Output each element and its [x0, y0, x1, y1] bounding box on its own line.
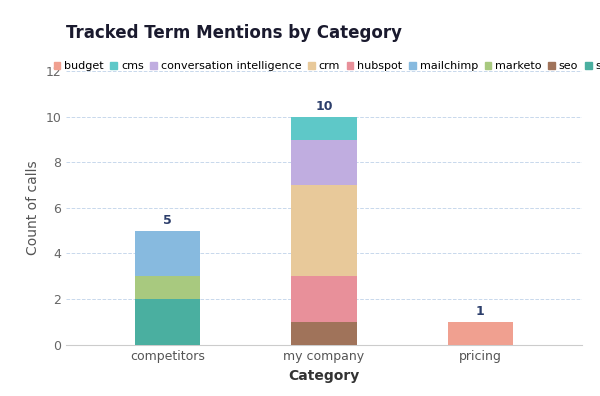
Legend: budget, cms, conversation intelligence, crm, hubspot, mailchimp, marketo, seo, s: budget, cms, conversation intelligence, …	[53, 61, 600, 71]
X-axis label: Category: Category	[289, 369, 359, 383]
Text: 10: 10	[315, 101, 333, 113]
Text: 1: 1	[476, 305, 485, 318]
Text: 5: 5	[163, 214, 172, 227]
Bar	[135, 276, 200, 299]
Y-axis label: Count of calls: Count of calls	[26, 161, 40, 255]
Bar	[291, 140, 357, 185]
Bar	[291, 276, 357, 322]
Bar	[291, 322, 357, 345]
Bar	[291, 185, 357, 276]
Bar	[135, 299, 200, 345]
Bar	[135, 230, 200, 276]
Bar	[291, 117, 357, 140]
Bar	[448, 322, 513, 345]
Text: Tracked Term Mentions by Category: Tracked Term Mentions by Category	[66, 24, 402, 42]
